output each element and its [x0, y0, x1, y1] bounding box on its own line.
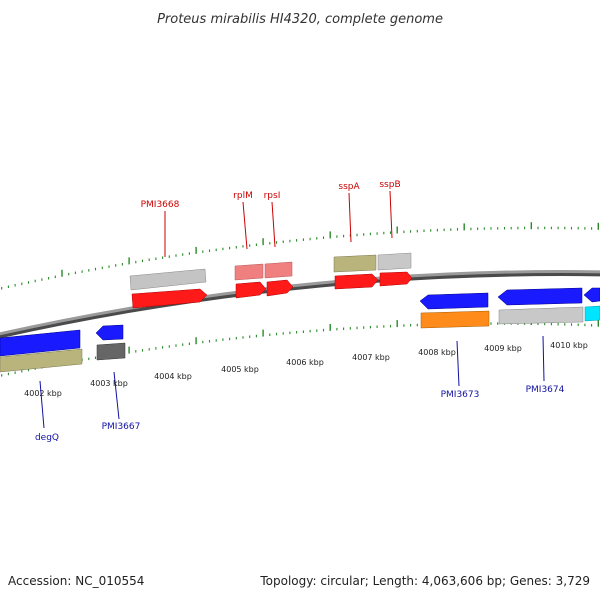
- leader-line: [389, 190, 393, 239]
- feature-pmi3667-cds[interactable]: [95, 324, 124, 341]
- forward-features: [129, 252, 413, 309]
- gene-label-pmi3673[interactable]: PMI3673: [441, 390, 480, 400]
- leader-line: [113, 371, 120, 420]
- gene-labels-bottom: degQ PMI3667 PMI3673 PMI3674: [35, 335, 565, 443]
- outer-tick-track: [1, 222, 599, 290]
- gene-label-pmi3674[interactable]: PMI3674: [526, 385, 565, 395]
- gene-label-sspa[interactable]: sspA: [338, 182, 360, 192]
- feature-sspa-olive[interactable]: [333, 254, 377, 273]
- feature-sspb-cds[interactable]: [379, 271, 413, 287]
- feature-rplm-cds[interactable]: [235, 281, 267, 299]
- feature-degq-cds[interactable]: [0, 329, 81, 357]
- feature-next-cyan[interactable]: [584, 305, 600, 322]
- feature-sspb-grey[interactable]: [377, 252, 412, 271]
- scale-label: 4009 kbp: [484, 344, 522, 353]
- scale-label: 4002 kbp: [24, 389, 62, 398]
- scale-label: 4010 kbp: [550, 341, 588, 350]
- scale-label: 4003 kbp: [90, 379, 128, 388]
- accession: Accession: NC_010554: [8, 574, 144, 588]
- scale-label: 4007 kbp: [352, 353, 390, 362]
- gene-label-pmi3667[interactable]: PMI3667: [102, 422, 141, 432]
- feature-pmi3674-grey[interactable]: [498, 306, 584, 325]
- feature-pmi3668-cds[interactable]: [131, 288, 208, 309]
- feature-rplm-grey[interactable]: [234, 263, 264, 281]
- scale-label: 4004 kbp: [154, 372, 192, 381]
- leader-line: [542, 335, 545, 382]
- leader-line: [271, 201, 276, 248]
- feature-pmi3674-cds[interactable]: [497, 287, 583, 306]
- genome-backbone: [0, 270, 600, 336]
- feature-pmi3673-orange[interactable]: [420, 310, 490, 329]
- gene-label-pmi3668[interactable]: PMI3668: [141, 200, 180, 210]
- feature-rpsi-grey[interactable]: [264, 261, 293, 279]
- map-title: Proteus mirabilis HI4320, complete genom…: [157, 12, 443, 27]
- gene-label-sspb[interactable]: sspB: [379, 180, 400, 190]
- leader-line: [242, 201, 248, 250]
- feature-rpsi-cds[interactable]: [266, 279, 294, 297]
- scale-label: 4008 kbp: [418, 348, 456, 357]
- scale-label: 4005 kbp: [221, 365, 259, 374]
- scale-labels: 4002 kbp 4003 kbp 4004 kbp 4005 kbp 4006…: [24, 341, 588, 398]
- reverse-features: [0, 287, 600, 373]
- leader-line: [456, 340, 460, 387]
- topology-info: Topology: circular; Length: 4,063,606 bp…: [259, 574, 590, 588]
- backbone-shadow: [0, 271, 600, 339]
- gene-label-degq[interactable]: degQ: [35, 433, 59, 443]
- feature-pmi3673-cds[interactable]: [419, 292, 489, 310]
- feature-next-cds[interactable]: [583, 287, 600, 303]
- feature-degq-olive[interactable]: [0, 348, 83, 373]
- feature-pmi3668-grey[interactable]: [129, 268, 207, 291]
- gene-label-rplm[interactable]: rplM: [233, 191, 253, 201]
- leader-line: [348, 192, 352, 243]
- scale-label: 4006 kbp: [286, 358, 324, 367]
- inner-tick-track: [1, 318, 599, 377]
- gene-label-rpsi[interactable]: rpsI: [264, 191, 281, 201]
- feature-pmi3667-grey[interactable]: [96, 342, 126, 361]
- feature-sspa-cds[interactable]: [334, 273, 379, 290]
- gene-labels-top: PMI3668 rplM rpsI sspA sspB: [141, 180, 401, 257]
- leader-line: [39, 380, 45, 429]
